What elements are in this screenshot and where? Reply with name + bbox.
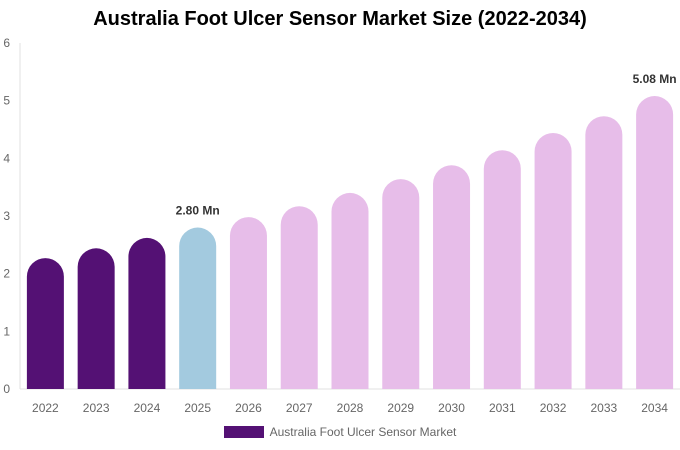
y-tick-label: 6	[3, 36, 10, 50]
x-tick-label: 2024	[134, 401, 161, 415]
x-tick-label: 2028	[337, 401, 364, 415]
bar-2023	[77, 248, 115, 389]
bar-2029	[382, 179, 420, 389]
bar-chart: 0 1 2 3 4 5 6 2022 2023 2024 2025 2.80 Mn 2026 2027 20…	[3, 36, 680, 415]
bar-2033	[585, 116, 623, 389]
x-tick-label: 2032	[540, 401, 567, 415]
bar-2031	[483, 150, 521, 389]
legend-label: Australia Foot Ulcer Sensor Market	[269, 425, 457, 439]
x-tick-label: 2026	[235, 401, 262, 415]
data-label: 5.08 Mn	[633, 72, 677, 86]
bar-2024	[128, 237, 166, 389]
y-tick-label: 0	[3, 382, 10, 396]
y-tick-label: 2	[3, 267, 10, 281]
bar-2032	[534, 132, 572, 389]
bar-2028	[331, 192, 369, 389]
data-label: 2.80 Mn	[176, 204, 220, 218]
y-tick-label: 5	[3, 94, 10, 108]
x-tick-label: 2033	[590, 401, 617, 415]
x-tick-label: 2030	[438, 401, 465, 415]
bar-2034	[636, 96, 674, 389]
bar-2026	[229, 217, 267, 389]
x-tick-label: 2022	[32, 401, 59, 415]
y-tick-label: 4	[3, 151, 10, 165]
bar-2025	[179, 227, 217, 389]
x-tick-label: 2029	[387, 401, 414, 415]
x-tick-label: 2031	[489, 401, 516, 415]
bar-2030	[433, 165, 471, 389]
x-tick-label: 2034	[641, 401, 668, 415]
bar-2027	[280, 206, 318, 389]
y-tick-label: 3	[3, 209, 10, 223]
chart-title: Australia Foot Ulcer Sensor Market Size …	[93, 8, 587, 30]
x-tick-label: 2025	[184, 401, 211, 415]
legend: Australia Foot Ulcer Sensor Market	[0, 425, 680, 439]
bar-2022	[26, 258, 64, 389]
legend-swatch	[223, 426, 264, 438]
x-tick-label: 2023	[83, 401, 110, 415]
y-tick-label: 1	[3, 324, 10, 338]
x-tick-label: 2027	[286, 401, 313, 415]
